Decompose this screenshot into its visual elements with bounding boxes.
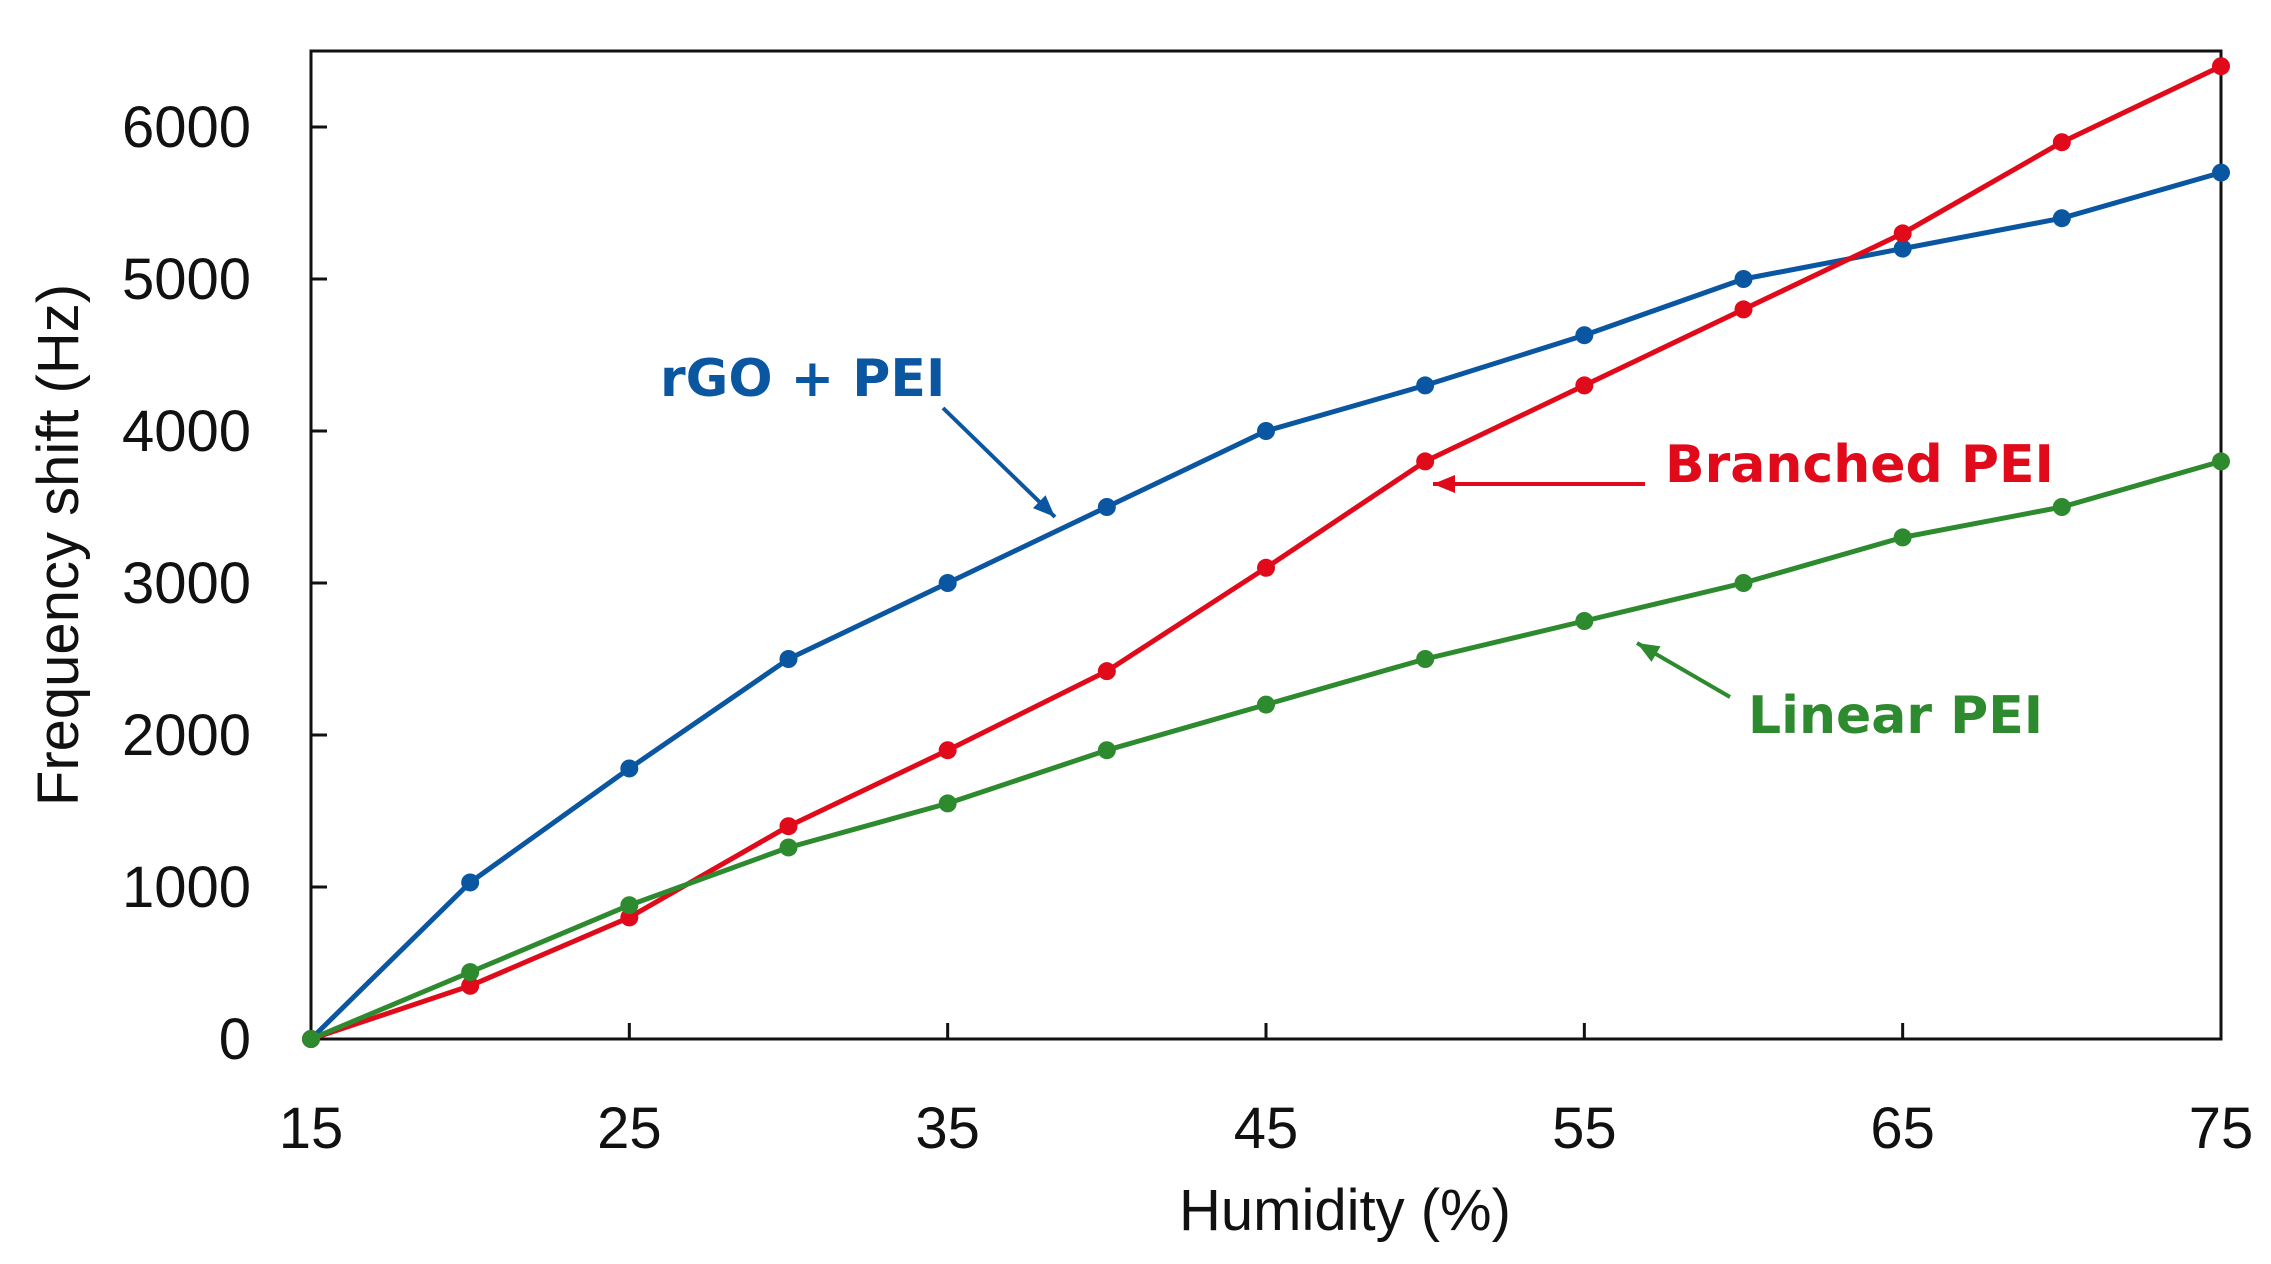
x-tick-label: 25 [597, 1096, 662, 1161]
annotation-arrows [941, 406, 1732, 699]
data-point [2212, 57, 2230, 76]
annotation-branched-pei: Branched PEI [1665, 435, 2054, 495]
series-line-1 [310, 63, 2223, 1042]
data-point [1257, 558, 1275, 577]
x-tick-label: 55 [1552, 1096, 1617, 1161]
y-axis-ticks: 0 1000 2000 3000 4000 5000 6000 [122, 95, 327, 1072]
series-line-2 [310, 458, 2222, 1042]
data-point [2052, 209, 2071, 228]
data-point [779, 650, 798, 668]
data-point [1575, 612, 1594, 630]
annotation-arrow-head [1637, 643, 1661, 662]
data-point [461, 873, 480, 892]
data-point [1575, 326, 1594, 345]
data-point [2052, 498, 2071, 516]
y-tick-label: 6000 [122, 95, 251, 160]
y-tick-label: 1000 [122, 855, 251, 920]
data-point [1416, 376, 1435, 395]
data-point [2212, 452, 2230, 471]
annotation-linear-pei: Linear PEI [1748, 686, 2043, 746]
x-tick-label: 35 [915, 1096, 980, 1161]
data-point [1893, 224, 1912, 243]
annotation-arrow-head [1032, 495, 1055, 517]
data-point [302, 1030, 320, 1048]
data-point [1893, 239, 1912, 258]
x-tick-label: 45 [1234, 1096, 1299, 1161]
data-point [938, 574, 957, 592]
annotation-arrow-line [941, 406, 1057, 519]
y-tick-label: 0 [219, 1007, 251, 1072]
x-axis-title: Humidity (%) [1179, 1178, 1511, 1243]
x-axis-ticks: 15 25 35 45 55 65 75 [279, 1023, 2254, 1161]
data-point [620, 896, 639, 915]
data-point [461, 963, 480, 982]
data-point [2052, 133, 2071, 152]
data-point [1734, 574, 1753, 592]
data-point [1257, 422, 1275, 440]
data-point [1097, 741, 1116, 760]
data-point [1097, 662, 1116, 681]
data-point [938, 741, 957, 760]
data-point [779, 838, 798, 857]
annotation-rgo-pei: rGO + PEI [660, 349, 945, 409]
data-point [2212, 163, 2230, 182]
data-point [1893, 528, 1912, 547]
data-point [461, 976, 480, 995]
data-point [779, 817, 798, 836]
plot-frame [309, 49, 2223, 1041]
x-tick-label: 65 [1870, 1096, 1935, 1161]
data-point [1097, 498, 1116, 516]
data-point [1734, 270, 1753, 288]
y-tick-label: 2000 [122, 703, 251, 768]
data-point [1416, 452, 1435, 471]
y-tick-label: 5000 [122, 247, 251, 312]
x-tick-label: 15 [279, 1096, 344, 1161]
y-tick-label: 3000 [122, 551, 251, 616]
y-tick-label: 4000 [122, 399, 251, 464]
data-point [1257, 695, 1275, 714]
data-point [1734, 300, 1753, 319]
data-point [938, 794, 957, 813]
series-line-0 [309, 170, 2222, 1041]
y-axis-title: Frequency shift (Hz) [26, 284, 91, 806]
data-point [1416, 650, 1435, 668]
x-tick-label: 75 [2189, 1096, 2254, 1161]
data-point [1575, 376, 1594, 395]
series-layer [302, 57, 2230, 1048]
annotation-arrow-head [1433, 475, 1455, 493]
data-point [620, 759, 639, 778]
